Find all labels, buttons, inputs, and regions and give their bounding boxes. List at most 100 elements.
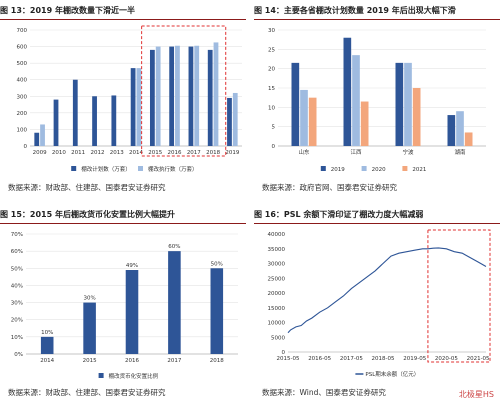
bar bbox=[352, 55, 360, 147]
chart-title: 图 14：主要各省棚改计划数量 2019 年后出现大幅下滑 bbox=[254, 6, 456, 15]
series-line bbox=[287, 247, 487, 334]
highlight-box bbox=[427, 229, 491, 363]
watermark: 北极星HS bbox=[458, 390, 494, 399]
y-tick-label: 5000 bbox=[271, 335, 285, 341]
y-tick-label: 10% bbox=[11, 335, 23, 341]
y-tick-label: 0% bbox=[14, 352, 23, 358]
source-note: 数据来源：财政部、住建部、国泰君安证券研究 bbox=[8, 388, 166, 397]
panel-fig13: 图 13：2019 年棚改数量下滑近一半 0 100 200 300 400 500 600… bbox=[0, 0, 246, 200]
legend-label: 棚改执行数（万套） bbox=[148, 165, 198, 173]
x-tick-label: 2009 bbox=[33, 150, 47, 156]
panel-fig14: 图 14：主要各省棚改计划数量 2019 年后出现大幅下滑 0 5 10 15 20 25… bbox=[254, 0, 500, 200]
legend-label: 棚改计划数（万套） bbox=[81, 165, 131, 173]
x-tick-label: 2018 bbox=[206, 150, 220, 156]
legend-swatch bbox=[361, 166, 367, 171]
y-tick-label: 60% bbox=[11, 249, 23, 255]
bar bbox=[53, 99, 59, 146]
source-note: 数据来源：Wind、国泰君安证券研究 bbox=[262, 388, 386, 397]
x-tick-label: 江西 bbox=[350, 149, 362, 156]
bar bbox=[111, 95, 117, 146]
y-tick-label: 10 bbox=[268, 105, 275, 111]
chart-fig15: 0% 10% 20% 30% 40% 50% 60% 70% 10% 2014 30% 2015 49%… bbox=[11, 232, 238, 380]
data-label: 50% bbox=[211, 261, 223, 267]
x-tick-label: 2014 bbox=[40, 358, 54, 364]
y-tick-label: 0 bbox=[282, 350, 286, 356]
legend-label: 棚改货币化安置比例 bbox=[109, 372, 159, 380]
bar bbox=[72, 79, 78, 146]
y-tick-label: 30 bbox=[268, 28, 275, 34]
source-note: 数据来源：财政部、住建部、国泰君安证券研究 bbox=[8, 183, 166, 192]
legend-swatch bbox=[320, 166, 326, 171]
data-label: 49% bbox=[126, 263, 138, 269]
x-tick-label: 2016 bbox=[125, 358, 139, 364]
x-tick-label: 2010 bbox=[52, 150, 66, 156]
y-tick-label: 70% bbox=[11, 232, 23, 238]
bar bbox=[40, 124, 45, 146]
y-tick-label: 300 bbox=[17, 94, 28, 100]
x-tick-label: 2021-05 bbox=[467, 356, 490, 362]
y-tick-label: 100 bbox=[17, 127, 28, 133]
legend-label: 2019 bbox=[331, 167, 345, 173]
bar bbox=[207, 49, 213, 146]
x-tick-label: 2013 bbox=[110, 150, 124, 156]
bar bbox=[194, 45, 200, 146]
bar bbox=[227, 97, 232, 146]
legend-label: PSL期末余额（亿元） bbox=[365, 370, 419, 378]
chart-fig14: 0 5 10 15 20 25 30 山东 江西 宁波 湖南 2019 2020 2021 bbox=[268, 28, 486, 173]
y-tick-label: 40% bbox=[11, 283, 23, 289]
bar bbox=[40, 336, 54, 354]
bar bbox=[83, 302, 96, 354]
bar bbox=[395, 62, 404, 146]
x-tick-label: 2012 bbox=[90, 150, 104, 156]
y-tick-label: 600 bbox=[17, 45, 28, 51]
bar bbox=[149, 49, 155, 146]
x-tick-label: 2015-05 bbox=[277, 356, 300, 362]
bar bbox=[343, 37, 352, 146]
legend-label: 2021 bbox=[412, 167, 426, 173]
bar bbox=[188, 46, 194, 146]
x-tick-label: 宁波 bbox=[402, 148, 414, 156]
x-tick-label: 2017 bbox=[187, 150, 201, 156]
source-note: 数据来源：政府官网、国泰君安证券研究 bbox=[262, 183, 397, 192]
x-tick-label: 2015 bbox=[148, 150, 162, 156]
y-tick-label: 30% bbox=[11, 301, 23, 307]
bar bbox=[213, 42, 219, 146]
bar bbox=[464, 132, 473, 146]
title-underline bbox=[0, 19, 246, 20]
y-tick-label: 40000 bbox=[268, 232, 286, 238]
title-underline bbox=[0, 223, 246, 224]
legend-label: 2020 bbox=[372, 167, 386, 173]
bar bbox=[130, 68, 136, 146]
title-underline bbox=[254, 223, 500, 224]
bar bbox=[291, 62, 300, 146]
bar bbox=[232, 92, 238, 146]
y-tick-label: 25 bbox=[268, 47, 275, 53]
x-tick-label: 2018-05 bbox=[372, 356, 395, 362]
bar bbox=[210, 268, 224, 354]
y-tick-label: 0 bbox=[24, 144, 28, 150]
x-tick-label: 2020-05 bbox=[435, 356, 458, 362]
x-tick-label: 2018 bbox=[210, 358, 224, 364]
bar bbox=[92, 96, 97, 146]
panel-fig15: 图 15：2015 年后棚改货币化安置比例大幅提升 0% 10% 20% 30% 40%… bbox=[0, 204, 246, 404]
y-tick-label: 50% bbox=[11, 266, 23, 272]
data-label: 10% bbox=[41, 330, 53, 336]
y-tick-label: 700 bbox=[17, 28, 28, 34]
bar bbox=[456, 111, 464, 146]
chart-title: 图 16：PSL 余额下滑印证了棚改力度大幅减弱 bbox=[254, 210, 424, 219]
bar bbox=[136, 68, 142, 146]
bar bbox=[360, 101, 369, 146]
bar bbox=[155, 46, 161, 146]
x-tick-label: 2016-05 bbox=[308, 356, 331, 362]
bar bbox=[300, 89, 308, 146]
x-tick-label: 2011 bbox=[71, 150, 85, 156]
y-tick-label: 20000 bbox=[268, 291, 286, 297]
x-tick-label: 2017 bbox=[167, 358, 181, 364]
data-label: 60% bbox=[168, 244, 180, 250]
bar bbox=[447, 115, 456, 146]
bar bbox=[308, 97, 317, 146]
y-tick-label: 35000 bbox=[268, 247, 286, 253]
legend-swatch bbox=[98, 373, 104, 378]
chart-fig16: 0 5000 10000 15000 20000 25000 30000 35000 40000… bbox=[268, 229, 491, 378]
bar bbox=[404, 62, 412, 146]
